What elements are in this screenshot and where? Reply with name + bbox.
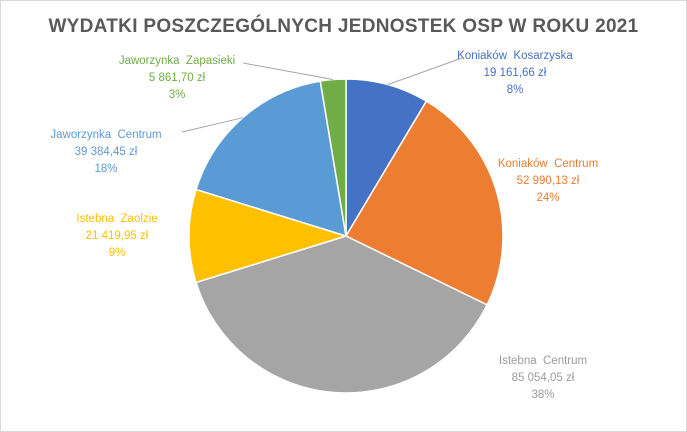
pie-slice-3 [195, 235, 489, 394]
pie-slice-2 [344, 100, 504, 306]
chart-title: WYDATKI POSZCZEGÓLNYCH JEDNOSTEK OSP W R… [48, 16, 639, 37]
data-label-4: Istebna Zaolzie 21 419,95 zł 9% [76, 213, 157, 259]
leader-line-6 [242, 62, 334, 80]
data-label-6: Jaworzynka Zapasieki 5 861,70 zł 3% [119, 55, 235, 101]
data-label-5: Jaworzynka Centrum 39 384,45 zł 18% [50, 129, 161, 175]
data-label-2: Koniaków Centrum 52 990,13 zł 24% [498, 158, 598, 204]
leader-line-5 [181, 117, 243, 133]
pie-slice-4 [188, 188, 349, 284]
data-label-1: Koniaków Kosarzyska 19 161,66 zł 8% [457, 50, 573, 96]
leader-line-1 [387, 57, 463, 86]
pie-slice-6 [319, 78, 347, 237]
pie-slice-5 [195, 80, 347, 238]
pie-slice-1 [345, 78, 428, 239]
data-label-3: Istebna Centrum 85 054,05 zł 38% [499, 355, 587, 401]
